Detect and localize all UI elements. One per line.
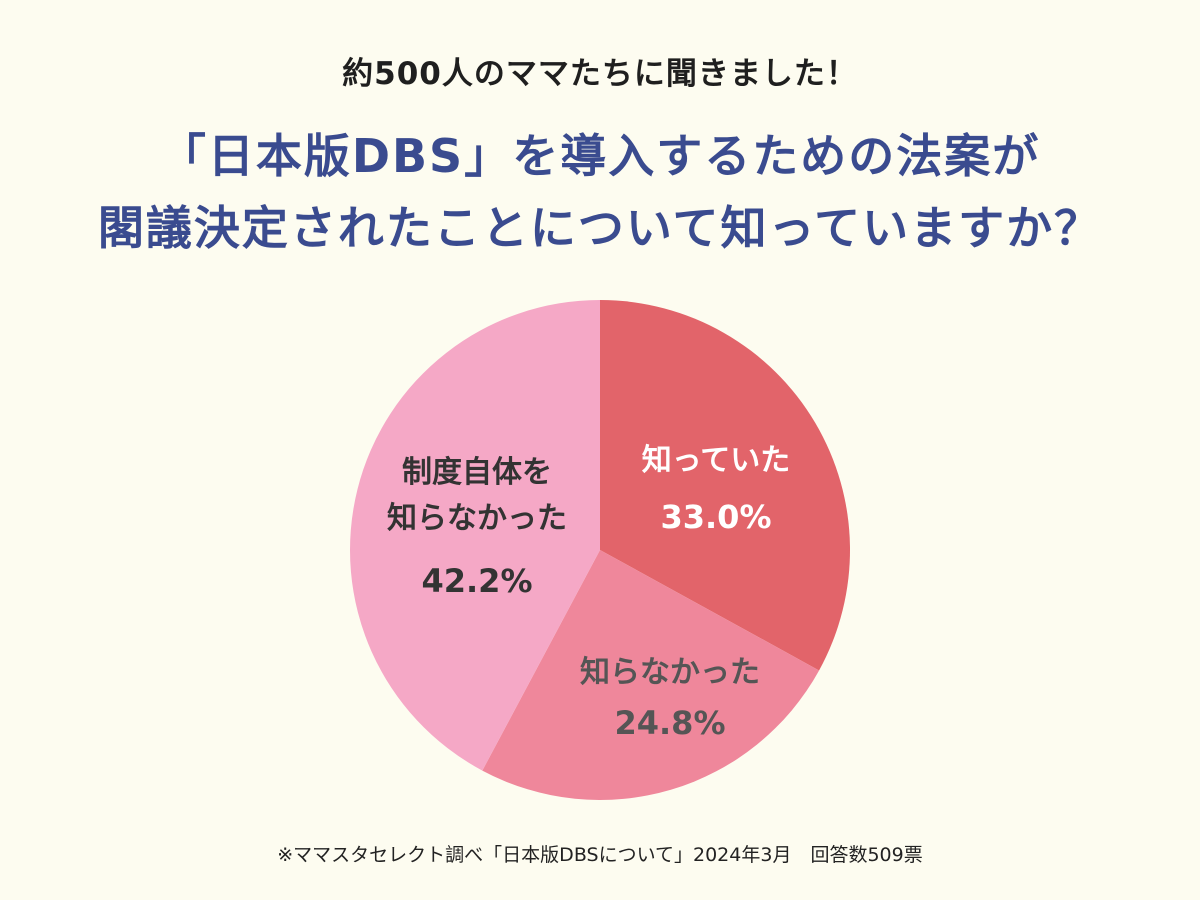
subtitle: 約500人のママたちに聞きました！ [342, 56, 858, 92]
title-line-2: 閣議決定されたことについて知っていますか？ [97, 201, 1103, 255]
slice-label-3-line-1: 制度自体を [402, 455, 552, 490]
slice-value-2: 24.8% [614, 704, 725, 742]
pie-slice-1 [600, 300, 850, 671]
pie-slice-3 [349, 300, 600, 771]
slice-label-2-line-1: 知らなかった [580, 655, 760, 690]
chart-title: 「日本版DBS」を導入するための法案が 閣議決定されたことについて知っていますか… [0, 120, 1200, 264]
slice-value-1: 33.0% [660, 498, 771, 536]
title-line-1: 「日本版DBS」を導入するための法案が [159, 129, 1041, 183]
slice-label-3-line-2: 知らなかった [387, 501, 567, 536]
footnote: ※ママスタセレクト調べ「日本版DBSについて」2024年3月 回答数509票 [277, 844, 923, 866]
slice-value-3: 42.2% [421, 562, 532, 600]
pie-slice-2 [482, 550, 820, 801]
slice-label-1-line-1: 知っていた [642, 443, 791, 478]
